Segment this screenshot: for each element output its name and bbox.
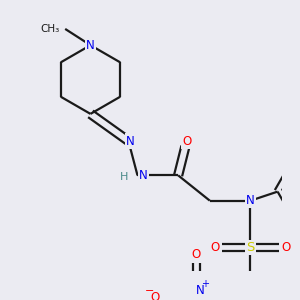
Text: O: O	[211, 241, 220, 254]
Text: N: N	[246, 194, 255, 207]
Text: CH₃: CH₃	[40, 24, 60, 34]
Text: O: O	[183, 134, 192, 148]
Text: N: N	[139, 169, 148, 182]
Text: −: −	[145, 286, 154, 296]
Text: +: +	[201, 279, 209, 289]
Text: N: N	[126, 134, 135, 148]
Text: H: H	[120, 172, 128, 182]
Text: N: N	[196, 284, 205, 297]
Text: O: O	[150, 291, 159, 300]
Text: S: S	[246, 241, 255, 254]
Text: O: O	[192, 248, 201, 261]
Text: N: N	[86, 39, 95, 52]
Text: O: O	[281, 241, 290, 254]
